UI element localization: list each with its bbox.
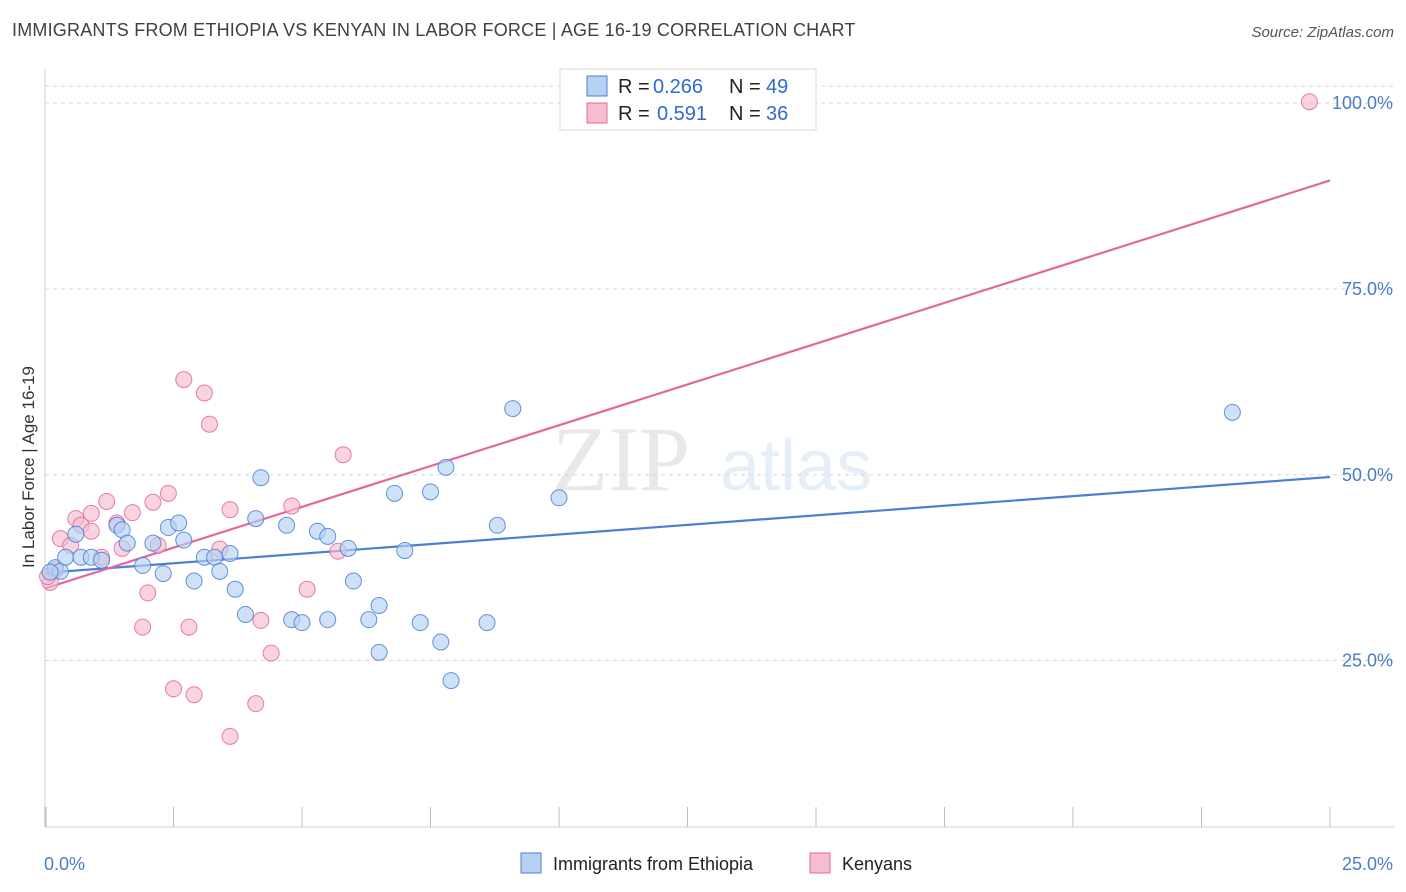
data-point-ethiopia bbox=[478, 614, 496, 632]
legend-swatch-kenyans bbox=[586, 102, 608, 124]
data-point-kenyans bbox=[98, 493, 116, 511]
y-tick-label: 50.0% bbox=[1342, 465, 1393, 485]
tick-labels: 25.0% 50.0% 75.0% 100.0% 0.0% 25.0% bbox=[44, 93, 1393, 874]
bottom-legend-label-ethiopia: Immigrants from Ethiopia bbox=[553, 854, 754, 874]
legend-r-label: R = bbox=[618, 76, 650, 98]
legend-swatch-ethiopia bbox=[586, 75, 608, 97]
trend-line-ethiopia bbox=[44, 475, 1331, 574]
bottom-legend-label-kenyans: Kenyans bbox=[842, 854, 912, 874]
legend-box: R = 0.266 N = 49 R = 0.591 N = 36 bbox=[559, 68, 817, 131]
data-point-ethiopia bbox=[442, 672, 460, 690]
data-point-kenyans bbox=[1300, 93, 1318, 111]
legend-r-label: R = bbox=[618, 103, 650, 125]
axes bbox=[44, 69, 1395, 828]
data-point-ethiopia bbox=[550, 489, 568, 507]
data-point-kenyans bbox=[82, 522, 100, 540]
data-point-ethiopia bbox=[67, 525, 85, 543]
data-point-ethiopia bbox=[432, 633, 450, 651]
legend-n-value: 49 bbox=[766, 76, 788, 98]
data-point-ethiopia bbox=[386, 484, 404, 502]
data-point-ethiopia bbox=[252, 469, 270, 487]
data-point-ethiopia bbox=[422, 483, 439, 501]
data-point-ethiopia bbox=[144, 534, 162, 552]
data-point-ethiopia bbox=[93, 551, 111, 569]
data-point-kenyans bbox=[185, 686, 203, 704]
data-point-ethiopia bbox=[370, 597, 388, 615]
trend-line-kenyans bbox=[44, 179, 1331, 590]
bottom-legend-swatch-ethiopia bbox=[520, 852, 542, 874]
data-point-kenyans bbox=[221, 727, 239, 745]
data-point-kenyans bbox=[252, 611, 270, 629]
data-point-ethiopia bbox=[1223, 403, 1241, 421]
y-tick-label: 100.0% bbox=[1332, 93, 1393, 113]
data-point-kenyans bbox=[298, 580, 316, 598]
legend-r-value: 0.266 bbox=[653, 76, 703, 98]
watermark: ZIP atlas bbox=[552, 408, 872, 510]
data-point-kenyans bbox=[334, 446, 352, 464]
data-point-ethiopia bbox=[319, 527, 337, 545]
bottom-legend: Immigrants from Ethiopia Kenyans bbox=[520, 852, 912, 874]
data-point-ethiopia bbox=[221, 545, 239, 563]
data-point-kenyans bbox=[159, 484, 177, 502]
data-point-ethiopia bbox=[206, 548, 224, 566]
data-point-ethiopia bbox=[396, 542, 414, 560]
y-tick-label: 25.0% bbox=[1342, 651, 1393, 671]
data-point-ethiopia bbox=[154, 565, 172, 583]
legend-n-value: 36 bbox=[766, 103, 788, 125]
data-point-ethiopia bbox=[175, 531, 193, 549]
data-point-kenyans bbox=[139, 584, 157, 602]
data-point-ethiopia bbox=[170, 514, 188, 532]
data-point-ethiopia bbox=[488, 516, 506, 534]
data-point-ethiopia bbox=[370, 643, 388, 661]
data-point-ethiopia bbox=[504, 400, 522, 418]
data-point-kenyans bbox=[180, 618, 198, 636]
data-point-ethiopia bbox=[41, 563, 59, 581]
data-point-kenyans bbox=[82, 504, 100, 522]
data-point-kenyans bbox=[144, 493, 162, 511]
chart-title: IMMIGRANTS FROM ETHIOPIA VS KENYAN IN LA… bbox=[12, 20, 856, 40]
y-axis-title: In Labor Force | Age 16-19 bbox=[19, 366, 38, 568]
data-point-kenyans bbox=[262, 644, 280, 662]
data-point-ethiopia bbox=[57, 548, 75, 566]
data-point-kenyans bbox=[175, 371, 193, 389]
x-tick-label: 25.0% bbox=[1342, 854, 1393, 874]
data-point-ethiopia bbox=[344, 572, 362, 590]
data-point-ethiopia bbox=[437, 458, 455, 476]
x-tick-label: 0.0% bbox=[44, 854, 85, 874]
source-credit: Source: ZipAtlas.com bbox=[1251, 24, 1394, 41]
data-point-ethiopia bbox=[226, 580, 244, 598]
data-point-kenyans bbox=[247, 695, 265, 713]
data-point-ethiopia bbox=[247, 510, 265, 528]
bottom-legend-swatch-kenyans bbox=[809, 852, 831, 874]
data-point-kenyans bbox=[195, 384, 213, 402]
data-point-ethiopia bbox=[134, 556, 152, 574]
data-point-ethiopia bbox=[118, 534, 136, 552]
data-point-kenyans bbox=[165, 680, 182, 698]
data-point-kenyans bbox=[221, 501, 239, 519]
data-point-ethiopia bbox=[319, 611, 337, 629]
data-point-ethiopia bbox=[236, 605, 254, 623]
data-point-ethiopia bbox=[293, 614, 311, 632]
data-point-ethiopia bbox=[211, 562, 229, 580]
data-points bbox=[39, 93, 1318, 745]
data-point-kenyans bbox=[134, 618, 152, 636]
data-point-ethiopia bbox=[278, 516, 296, 534]
watermark-atlas: atlas bbox=[720, 426, 872, 506]
data-point-kenyans bbox=[123, 504, 141, 522]
data-point-kenyans bbox=[200, 415, 218, 433]
data-point-kenyans bbox=[283, 497, 301, 515]
legend-r-value: 0.591 bbox=[657, 103, 707, 125]
data-point-ethiopia bbox=[185, 572, 203, 590]
y-tick-label: 75.0% bbox=[1342, 279, 1393, 299]
legend-n-label: N = bbox=[729, 76, 761, 98]
data-point-ethiopia bbox=[360, 611, 378, 629]
data-point-ethiopia bbox=[411, 614, 429, 632]
data-point-ethiopia bbox=[339, 539, 357, 557]
legend-n-label: N = bbox=[729, 103, 761, 125]
trend-lines bbox=[44, 179, 1331, 590]
watermark-zip: ZIP bbox=[552, 408, 690, 510]
